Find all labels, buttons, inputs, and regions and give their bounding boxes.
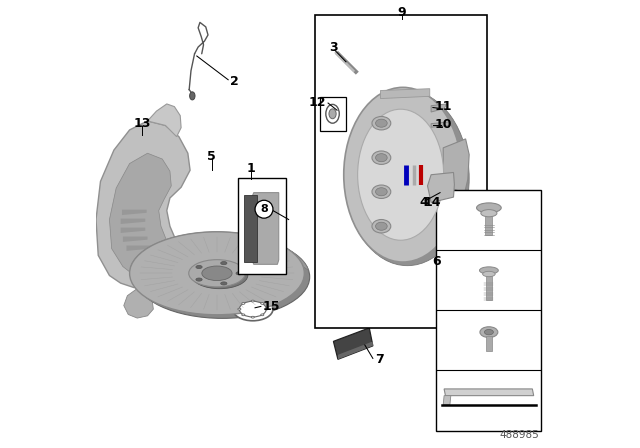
Polygon shape [431, 104, 446, 112]
Polygon shape [333, 328, 373, 359]
Ellipse shape [376, 188, 387, 196]
Text: 7: 7 [375, 353, 384, 366]
Ellipse shape [239, 301, 266, 317]
Polygon shape [444, 389, 534, 396]
Ellipse shape [236, 271, 243, 275]
Text: 2: 2 [230, 74, 238, 88]
Polygon shape [127, 246, 151, 251]
Ellipse shape [189, 92, 195, 100]
Circle shape [255, 200, 273, 218]
Text: 12: 12 [308, 95, 326, 109]
Text: 14: 14 [424, 196, 441, 209]
Ellipse shape [372, 151, 391, 164]
Ellipse shape [326, 104, 339, 123]
Polygon shape [443, 396, 451, 405]
Polygon shape [443, 139, 469, 193]
Ellipse shape [202, 266, 232, 280]
Ellipse shape [252, 316, 254, 318]
Ellipse shape [372, 116, 391, 130]
Ellipse shape [480, 327, 498, 337]
Polygon shape [120, 228, 145, 233]
Polygon shape [486, 336, 492, 351]
Polygon shape [120, 219, 145, 224]
Ellipse shape [252, 300, 254, 302]
Ellipse shape [221, 262, 227, 265]
Text: 3: 3 [329, 41, 338, 55]
Polygon shape [485, 215, 493, 235]
Polygon shape [123, 237, 147, 242]
Ellipse shape [346, 91, 469, 266]
Polygon shape [252, 193, 279, 264]
Text: 15: 15 [262, 300, 280, 313]
FancyBboxPatch shape [237, 178, 287, 274]
Ellipse shape [344, 87, 462, 262]
Polygon shape [109, 153, 172, 274]
Ellipse shape [329, 109, 336, 119]
Ellipse shape [196, 265, 202, 268]
Ellipse shape [189, 260, 245, 287]
Ellipse shape [376, 222, 387, 230]
Ellipse shape [242, 302, 245, 304]
Text: 4: 4 [420, 196, 428, 209]
Text: 6: 6 [433, 255, 441, 268]
Ellipse shape [196, 278, 202, 281]
FancyBboxPatch shape [320, 97, 346, 131]
Ellipse shape [376, 154, 387, 162]
Polygon shape [431, 122, 450, 127]
Ellipse shape [479, 267, 499, 274]
Ellipse shape [242, 314, 245, 316]
Ellipse shape [372, 220, 391, 233]
Ellipse shape [483, 271, 495, 277]
Text: 8: 8 [260, 204, 268, 214]
Polygon shape [96, 121, 190, 288]
Polygon shape [122, 210, 147, 215]
FancyBboxPatch shape [315, 15, 486, 328]
Ellipse shape [221, 282, 227, 285]
Ellipse shape [191, 262, 248, 289]
Ellipse shape [232, 297, 273, 321]
FancyBboxPatch shape [436, 190, 541, 431]
Ellipse shape [477, 203, 501, 213]
Polygon shape [428, 172, 454, 202]
Polygon shape [124, 288, 154, 318]
Ellipse shape [129, 232, 305, 315]
Ellipse shape [372, 185, 391, 198]
Ellipse shape [238, 308, 241, 310]
Ellipse shape [260, 314, 264, 316]
Polygon shape [131, 232, 308, 271]
Text: 488985: 488985 [500, 430, 540, 440]
Polygon shape [380, 89, 430, 99]
Text: 5: 5 [207, 150, 216, 163]
Ellipse shape [481, 210, 497, 217]
Ellipse shape [358, 109, 444, 240]
Ellipse shape [260, 302, 264, 304]
Text: 10: 10 [435, 118, 452, 131]
Ellipse shape [265, 308, 268, 310]
Ellipse shape [484, 329, 493, 335]
Polygon shape [244, 195, 257, 262]
Text: 11: 11 [435, 100, 452, 113]
Polygon shape [338, 341, 373, 359]
Text: 13: 13 [134, 116, 151, 130]
Polygon shape [147, 104, 181, 137]
Text: 1: 1 [246, 162, 255, 175]
Ellipse shape [376, 119, 387, 127]
Polygon shape [486, 276, 492, 301]
Text: 9: 9 [397, 6, 406, 19]
Ellipse shape [135, 235, 310, 319]
